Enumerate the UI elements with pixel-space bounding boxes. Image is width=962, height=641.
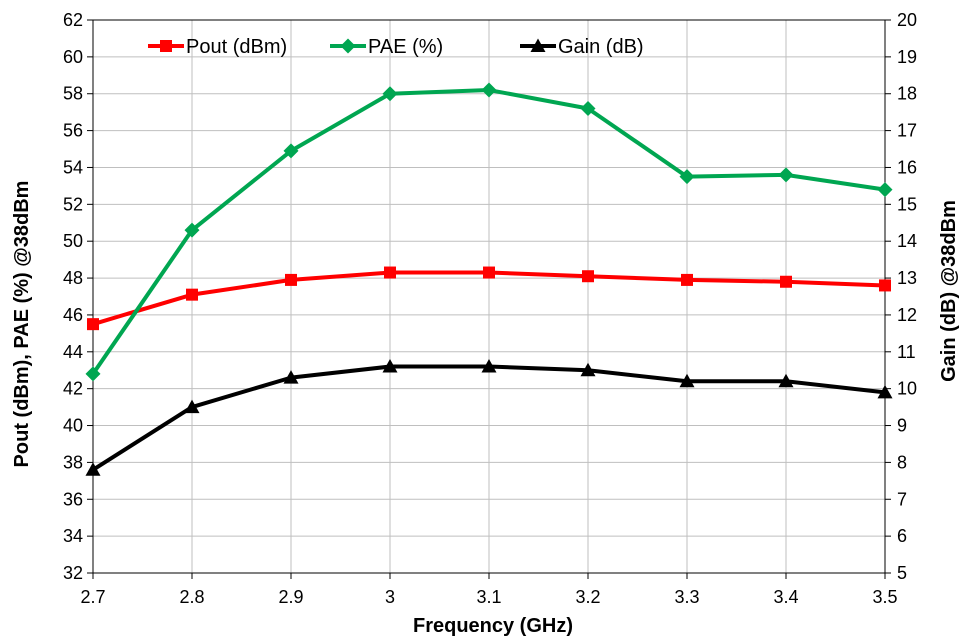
diamond-series: [85, 82, 893, 382]
x-tick-label: 2.7: [80, 587, 105, 607]
y-right-tick-label: 11: [897, 342, 916, 362]
legend-item: Pout (dBm): [148, 36, 287, 58]
legend-swatch-marker: [160, 40, 172, 52]
y-left-tick-label: 50: [63, 231, 83, 251]
y-left-tick-label: 58: [63, 84, 83, 104]
y-right-tick-label: 18: [897, 84, 917, 104]
triangle-data-point: [481, 359, 497, 373]
diamond-data-point: [877, 182, 893, 198]
diamond-data-point: [580, 100, 596, 116]
square-data-point: [582, 270, 594, 283]
square-data-point: [879, 279, 891, 292]
y-left-tick-label: 40: [63, 416, 83, 436]
legend-label: Gain (dB): [558, 36, 644, 58]
y-right-tick-label: 20: [897, 10, 917, 30]
triangle-data-point: [382, 359, 398, 373]
triangle-data-point: [877, 384, 893, 399]
diamond-data-point: [778, 167, 794, 183]
y-right-tick-label: 10: [897, 379, 917, 399]
y-right-axis-ticks: 5 6 7 8 9 10 11 12 13 14 15 16 17 18 19 20: [885, 10, 917, 583]
x-axis-ticks: 2.7 2.8 2.9 3 3.1 3.2 3.3 3.4 3.5: [80, 573, 898, 607]
x-tick-label: 3.3: [674, 587, 699, 607]
legend-item: PAE (%): [330, 36, 443, 58]
y-left-tick-label: 32: [63, 563, 83, 583]
y-right-tick-label: 12: [897, 305, 917, 325]
y-left-tick-label: 34: [63, 526, 83, 546]
y-right-tick-label: 6: [897, 526, 907, 546]
diamond-data-point: [283, 143, 299, 159]
y-left-tick-label: 42: [63, 379, 83, 399]
y-left-tick-label: 46: [63, 305, 83, 325]
y-right-tick-label: 9: [897, 416, 907, 436]
y-left-tick-label: 62: [63, 10, 83, 30]
y-right-tick-label: 17: [897, 121, 917, 141]
diamond-data-point: [382, 86, 398, 102]
triangle-data-point: [580, 362, 596, 377]
legend-swatch-marker: [530, 38, 546, 52]
legend-label: PAE (%): [368, 36, 443, 58]
square-data-point: [186, 288, 198, 301]
x-tick-label: 2.9: [278, 587, 303, 607]
x-tick-label: 3: [385, 587, 395, 607]
y-right-tick-label: 16: [897, 157, 917, 177]
square-data-point: [384, 266, 396, 279]
y-left-tick-label: 56: [63, 121, 83, 141]
y-left-tick-label: 60: [63, 47, 83, 67]
legend-item: Gain (dB): [520, 36, 644, 58]
y-right-tick-label: 5: [897, 563, 907, 583]
diamond-data-point: [184, 222, 200, 238]
legend-label: Pout (dBm): [186, 36, 287, 58]
diamond-data-point: [679, 169, 695, 185]
y-right-tick-label: 13: [897, 268, 917, 288]
triangle-data-point: [778, 373, 794, 388]
square-data-point: [780, 275, 792, 288]
x-tick-label: 3.1: [476, 587, 501, 607]
x-tick-label: 3.4: [773, 587, 798, 607]
y-left-tick-label: 38: [63, 452, 83, 472]
y-right-tick-label: 19: [897, 47, 917, 67]
triangle-data-point: [283, 370, 299, 384]
legend-swatch-marker: [340, 38, 356, 54]
x-axis-title: Frequency (GHz): [413, 615, 573, 637]
x-tick-label: 2.8: [179, 587, 204, 607]
triangle-series: [85, 359, 893, 476]
triangle-data-point: [85, 462, 101, 476]
legend: Pout (dBm) PAE (%) Gain (dB): [148, 36, 644, 58]
diamond-data-point: [85, 366, 101, 382]
y-right-tick-label: 15: [897, 194, 917, 214]
y-right-tick-label: 14: [897, 231, 917, 251]
triangle-data-point: [184, 399, 200, 414]
y-right-axis-title: Gain (dB) @38dBm: [938, 200, 960, 382]
y-right-tick-label: 7: [897, 489, 907, 509]
y-left-tick-label: 48: [63, 268, 83, 288]
x-tick-label: 3.5: [872, 587, 897, 607]
y-left-axis-title: Pout (dBm), PAE (%) @38dBm: [11, 181, 33, 468]
square-series: [87, 266, 891, 331]
y-left-tick-label: 54: [63, 157, 83, 177]
square-data-point: [483, 266, 495, 279]
y-left-tick-label: 44: [63, 342, 83, 362]
series-group: [85, 82, 893, 476]
y-left-tick-label: 36: [63, 489, 83, 509]
diamond-data-point: [481, 82, 497, 98]
y-right-tick-label: 8: [897, 452, 907, 472]
y-left-axis-ticks: 32 34 36 38 40 42 44 46 48 50 52 54 56 58 60 62: [63, 10, 93, 583]
square-data-point: [87, 318, 99, 331]
x-tick-label: 3.2: [575, 587, 600, 607]
triangle-data-point: [679, 373, 695, 388]
grid: [93, 20, 885, 573]
y-left-tick-label: 52: [63, 194, 83, 214]
square-data-point: [285, 273, 297, 286]
square-data-point: [681, 273, 693, 286]
